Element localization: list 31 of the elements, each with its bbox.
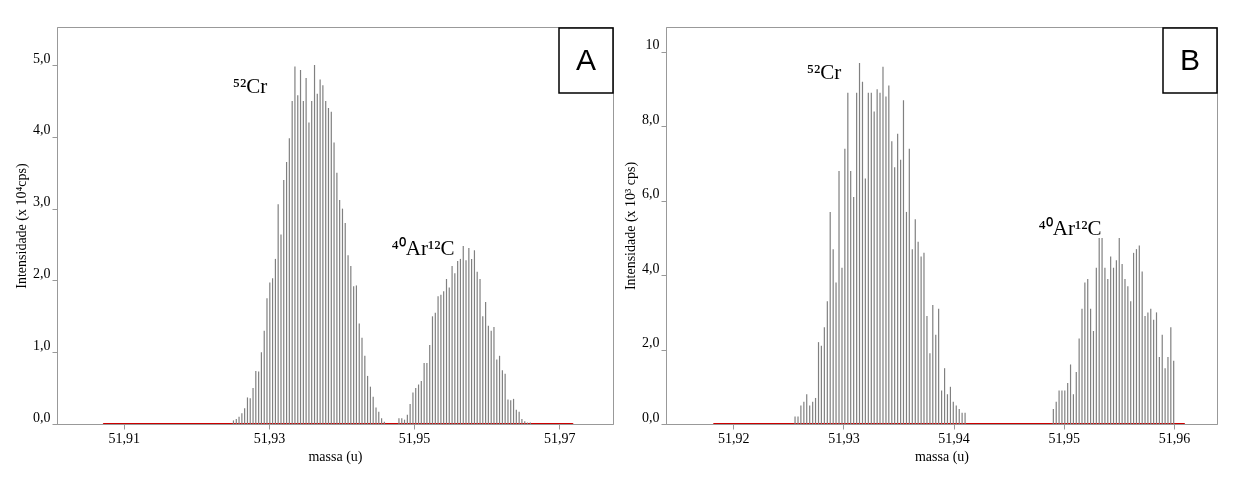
x-axis-title: massa (u) (914, 448, 970, 465)
y-tick-label: 2,0 (642, 335, 660, 351)
annotation: ⁴⁰Ar¹²C (1038, 216, 1102, 240)
y-tick-label: 10 (645, 37, 660, 53)
x-tick-label: 51,93 (253, 430, 286, 446)
y-axis-title: Intensidade (x 10³ cps) (623, 161, 639, 291)
text: A (575, 43, 597, 76)
annotation: ⁵²Cr (232, 74, 268, 98)
x-tick-label: 51,96 (1158, 430, 1191, 446)
y-tick-label: 5,0 (33, 50, 51, 66)
y-tick-label: 2,0 (33, 265, 51, 281)
x-tick-label: 51,91 (108, 430, 141, 446)
y-tick-label: 8,0 (642, 111, 660, 127)
y-tick-label: 6,0 (642, 186, 660, 202)
y-tick-label: 4,0 (33, 122, 51, 138)
x-tick-label: 51,93 (828, 430, 860, 446)
y-tick-label: 0,0 (642, 409, 660, 425)
x-tick-label: 51,95 (398, 430, 431, 446)
annotation: ⁵²Cr (806, 60, 842, 84)
x-tick-label: 51,97 (544, 430, 576, 446)
y-tick-label: 0,0 (33, 409, 51, 425)
y-tick-label: 1,0 (33, 337, 51, 353)
x-tick-label: 51,94 (938, 430, 970, 446)
y-tick-label: 3,0 (33, 194, 51, 210)
x-tick-label: 51,92 (717, 430, 750, 446)
x-axis-title: massa (u) (308, 448, 363, 465)
annotation: ⁴⁰Ar¹²C (391, 236, 455, 260)
y-tick-label: 4,0 (642, 260, 660, 276)
x-tick-label: 51,95 (1048, 430, 1081, 446)
y-axis-title: Intensidade (x 10⁴cps) (14, 162, 30, 289)
text: B (1179, 43, 1201, 76)
